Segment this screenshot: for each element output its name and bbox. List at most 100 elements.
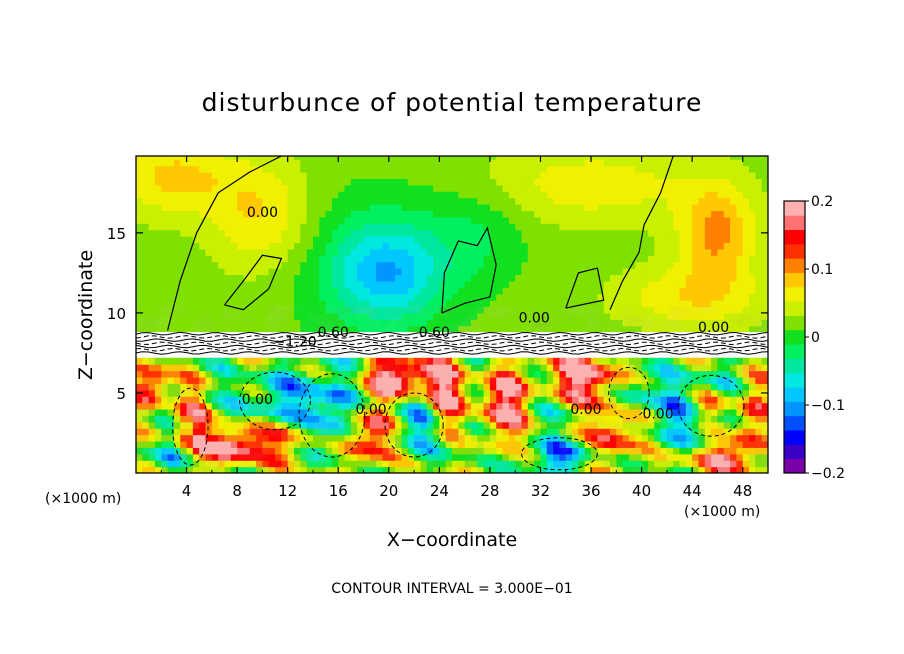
field-cell <box>470 191 478 199</box>
field-cell <box>641 255 649 263</box>
field-cell <box>496 156 504 160</box>
field-cell <box>350 210 358 218</box>
field-cell <box>458 204 466 212</box>
field-cell <box>534 156 542 160</box>
field-cell <box>730 172 737 180</box>
field-cell <box>281 204 289 212</box>
field-cell <box>559 165 567 173</box>
field-cell <box>331 156 339 160</box>
field-cell <box>565 191 573 199</box>
field-cell <box>553 248 561 256</box>
field-cell <box>692 300 700 308</box>
field-cell <box>173 184 181 192</box>
field-cell <box>565 210 573 218</box>
field-cell <box>572 236 579 244</box>
field-cell <box>142 261 150 269</box>
field-cell <box>610 280 617 288</box>
field-cell <box>256 229 263 237</box>
field-cell <box>654 210 662 218</box>
field-cell <box>433 300 440 308</box>
field-cell <box>635 178 643 186</box>
field-cell <box>458 191 466 199</box>
field-cell <box>401 223 409 231</box>
field-cell <box>192 216 200 224</box>
field-cell <box>622 172 630 180</box>
field-cell <box>249 287 257 295</box>
field-cell <box>572 197 579 205</box>
field-cell <box>584 261 592 269</box>
field-cell <box>521 229 529 237</box>
field-cell <box>749 229 756 237</box>
field-cell <box>698 261 706 269</box>
field-cell <box>641 280 649 288</box>
field-cell <box>584 287 592 295</box>
field-cell <box>515 178 523 186</box>
field-cell <box>584 280 592 288</box>
field-cell <box>439 184 447 192</box>
field-cell <box>180 210 188 218</box>
field-cell <box>496 293 504 301</box>
field-cell <box>224 287 232 295</box>
field-cell <box>300 261 308 269</box>
field-cell <box>660 242 668 250</box>
field-cell <box>559 223 567 231</box>
field-cell <box>350 274 358 282</box>
field-cell <box>407 204 415 212</box>
field-cell <box>439 242 447 250</box>
field-cell <box>382 280 390 288</box>
field-cell <box>376 300 384 308</box>
field-cell <box>508 159 516 167</box>
field-cell <box>433 274 440 282</box>
field-cell <box>477 300 485 308</box>
field-cell <box>357 293 365 301</box>
field-cell <box>553 172 561 180</box>
field-cell <box>192 172 200 180</box>
field-cell <box>395 287 403 295</box>
field-cell <box>692 261 700 269</box>
field-cell <box>294 210 301 218</box>
field-cell <box>275 210 282 218</box>
field-cell <box>749 274 756 282</box>
contour-line <box>136 338 768 342</box>
field-cell <box>616 191 624 199</box>
field-cell <box>603 204 611 212</box>
field-cell <box>641 300 649 308</box>
field-cell <box>344 165 352 173</box>
field-cell <box>515 261 523 269</box>
field-cell <box>578 191 586 199</box>
field-cell <box>755 156 763 160</box>
field-cell <box>363 268 371 276</box>
field-cell <box>249 172 257 180</box>
field-cell <box>395 274 403 282</box>
field-cell <box>673 156 681 160</box>
field-cell <box>262 184 270 192</box>
field-cell <box>452 204 459 212</box>
field-cell <box>357 268 365 276</box>
field-cell <box>287 178 295 186</box>
field-cell <box>142 204 150 212</box>
field-cell <box>565 280 573 288</box>
field-cell <box>578 300 586 308</box>
field-cell <box>622 197 630 205</box>
field-cell <box>237 165 245 173</box>
field-cell <box>154 280 162 288</box>
field-cell <box>382 248 390 256</box>
field-cell <box>161 184 169 192</box>
field-cell <box>622 184 630 192</box>
field-cell <box>610 165 617 173</box>
field-cell <box>211 197 219 205</box>
field-cell <box>287 197 295 205</box>
field-cell <box>717 242 725 250</box>
field-cell <box>452 268 459 276</box>
field-cell <box>610 268 617 276</box>
field-cell <box>508 300 516 308</box>
field-cell <box>730 178 737 186</box>
field-cell <box>654 280 662 288</box>
field-cell <box>262 216 270 224</box>
field-cell <box>666 268 674 276</box>
field-cell <box>407 210 415 218</box>
field-cell <box>483 300 491 308</box>
field-cell <box>666 255 674 263</box>
field-cell <box>300 242 308 250</box>
field-cell <box>565 274 573 282</box>
